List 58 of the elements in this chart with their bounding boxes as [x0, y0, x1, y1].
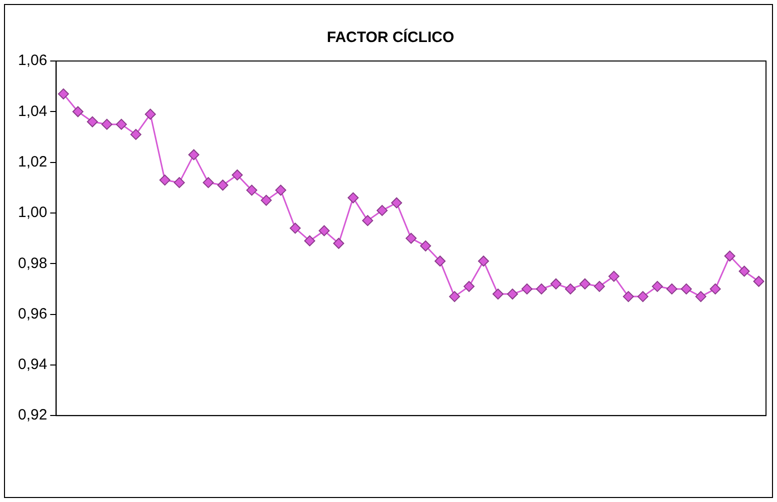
point	[478, 256, 490, 267]
point	[130, 128, 142, 140]
point	[304, 235, 316, 246]
y-tick-label: 1,00	[18, 204, 48, 222]
y-tick-label: 1,04	[18, 102, 48, 120]
point	[536, 283, 547, 294]
point	[188, 149, 200, 160]
point	[318, 225, 330, 236]
point	[680, 283, 692, 294]
point	[362, 215, 374, 226]
point	[724, 250, 736, 262]
y-tick-label: 0,92	[18, 406, 48, 424]
y-tick-label: 0,98	[18, 254, 48, 272]
point	[637, 291, 648, 302]
point	[622, 291, 634, 302]
point	[159, 174, 170, 186]
point	[290, 222, 301, 234]
y-tick-label: 0,94	[18, 356, 48, 374]
point	[492, 288, 504, 300]
point	[449, 291, 460, 302]
y-tick-label: 0,96	[18, 305, 48, 322]
point	[348, 192, 359, 204]
point	[753, 276, 764, 287]
point	[434, 256, 446, 267]
point	[58, 88, 69, 100]
point	[101, 118, 112, 130]
point	[652, 280, 663, 292]
point	[391, 197, 402, 208]
point	[550, 278, 562, 290]
point	[232, 169, 243, 180]
point	[260, 194, 272, 206]
y-tick-label: 1,06	[18, 52, 48, 70]
point	[579, 278, 590, 290]
point	[376, 204, 388, 216]
point	[521, 283, 532, 294]
chart-title: FACTOR CÍCLICO	[326, 28, 454, 46]
point	[174, 177, 185, 188]
point	[608, 270, 620, 282]
point	[275, 184, 286, 196]
point	[738, 266, 750, 277]
point	[666, 283, 678, 294]
point	[406, 232, 417, 244]
point	[202, 177, 214, 188]
point	[564, 283, 576, 294]
point	[246, 184, 258, 196]
point	[695, 291, 706, 302]
point	[333, 238, 344, 249]
point	[507, 288, 518, 300]
point	[86, 116, 98, 128]
point	[144, 108, 156, 120]
point	[464, 280, 475, 292]
point	[116, 118, 127, 130]
y-tick-label: 1,02	[18, 153, 48, 170]
point	[594, 280, 605, 292]
point	[710, 283, 721, 294]
point	[72, 106, 84, 118]
point	[217, 180, 228, 191]
point	[420, 240, 432, 252]
